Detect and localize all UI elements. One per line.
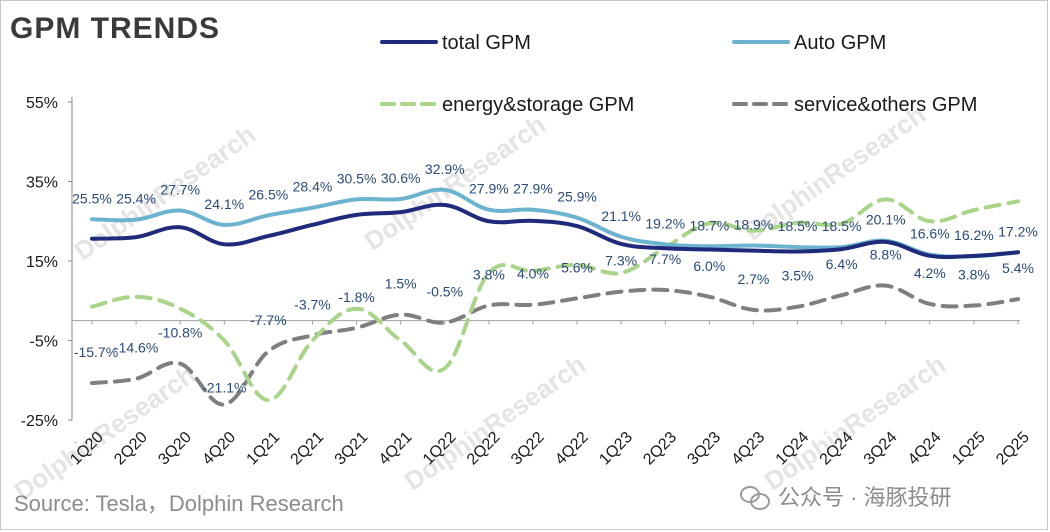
chart-title: GPM TRENDS <box>10 12 221 45</box>
data-label-service: -3.7% <box>294 296 331 312</box>
legend-label: Auto GPM <box>794 32 886 54</box>
x-tick-label: 3Q24 <box>861 429 901 469</box>
watermark-text: DolphinResearch <box>399 349 591 496</box>
y-tick-label: -25% <box>21 413 58 430</box>
data-label-service: 3.8% <box>958 267 990 283</box>
x-tick-label: 3Q23 <box>684 429 724 469</box>
data-label-auto: 25.5% <box>72 190 112 206</box>
watermark-text: DolphinResearch <box>759 349 951 496</box>
data-label-auto: 16.2% <box>954 227 994 243</box>
data-label-service: -21.1% <box>202 379 246 395</box>
data-label-service: 4.0% <box>517 266 549 282</box>
data-label-auto: 27.7% <box>160 182 200 198</box>
data-label-service: 6.4% <box>826 256 858 272</box>
wechat-watermark: 公众号 · 海豚投研 <box>740 480 952 512</box>
legend-label: service&others GPM <box>794 94 977 116</box>
data-label-auto: 21.1% <box>601 208 641 224</box>
data-label-auto: 27.9% <box>513 181 553 197</box>
data-label-service: -1.8% <box>338 289 375 305</box>
data-label-auto: 19.2% <box>645 215 685 231</box>
data-label-service: -10.8% <box>158 325 202 341</box>
series-lines <box>90 187 1020 407</box>
x-tick-label: 1Q23 <box>596 429 636 469</box>
x-tick-label: 2Q21 <box>288 429 328 469</box>
data-label-service: 6.0% <box>693 258 725 274</box>
x-tick-label: 1Q25 <box>949 429 989 469</box>
data-label-service: -14.6% <box>114 340 158 356</box>
x-tick-label: 4Q24 <box>905 429 945 469</box>
data-label-service: 5.6% <box>561 259 593 275</box>
x-tick-label: 1Q21 <box>244 429 284 469</box>
data-label-service: 5.4% <box>1002 260 1034 276</box>
x-tick-label: 2Q23 <box>640 429 680 469</box>
source-note: Source: Tesla，Dolphin Research <box>14 491 344 516</box>
x-tick-label: 4Q21 <box>376 429 416 469</box>
x-tick-label: 3Q20 <box>155 429 195 469</box>
y-tick-label: -5% <box>30 334 58 351</box>
wechat-icon <box>740 484 770 510</box>
series-line-total-gpm <box>90 202 1020 260</box>
data-label-auto: 25.9% <box>557 189 597 205</box>
series-line-energy-storage-gpm <box>90 197 1020 403</box>
data-label-auto: 16.6% <box>910 226 950 242</box>
y-tick-label: 35% <box>26 175 58 192</box>
data-label-service: 7.3% <box>605 253 637 269</box>
data-label-auto: 18.5% <box>822 218 862 234</box>
y-axis-labels: 55% 35% 15% -5% -25% <box>21 95 58 430</box>
data-label-service: -7.7% <box>250 312 287 328</box>
x-tick-label: 4Q23 <box>729 429 769 469</box>
data-label-auto: 25.4% <box>116 191 156 207</box>
data-label-service: 8.8% <box>870 247 902 263</box>
legend-label: total GPM <box>442 32 531 54</box>
y-tick-label: 15% <box>26 254 58 271</box>
data-label-service: 7.7% <box>649 251 681 267</box>
data-label-service: 2.7% <box>737 271 769 287</box>
data-label-auto: 30.5% <box>337 170 377 186</box>
legend: total GPM Auto GPM energy&storage GPM servi… <box>380 32 977 116</box>
x-tick-label: 3Q22 <box>508 429 548 469</box>
data-label-auto: 24.1% <box>204 196 244 212</box>
data-label-service: 1.5% <box>385 276 417 292</box>
data-label-service: -15.7% <box>74 344 118 360</box>
x-axis-labels: 1Q20 2Q20 3Q20 4Q20 1Q21 2Q21 3Q21 4Q21 1Q22 2Q22… <box>67 429 1033 469</box>
data-label-service: 3.5% <box>782 268 814 284</box>
data-label-service: 3.8% <box>473 267 505 283</box>
wechat-brand-text: 公众号 · 海豚投研 <box>778 485 952 510</box>
y-tick-label: 55% <box>26 95 58 112</box>
series-line-service-others-gpm <box>90 283 1020 407</box>
axes <box>68 97 1020 421</box>
x-tick-label: 3Q21 <box>332 429 372 469</box>
data-labels: 25.5% 25.4%27.7%24.1% 26.5% 28.4%30.5% 30.6%… <box>72 161 1038 396</box>
data-label-auto: 28.4% <box>293 179 333 195</box>
data-label-auto: 18.9% <box>734 216 774 232</box>
data-label-auto: 27.9% <box>469 181 509 197</box>
data-label-service: -0.5% <box>426 284 463 300</box>
x-tick-label: 4Q22 <box>552 429 592 469</box>
x-tick-label: 2Q25 <box>993 429 1033 469</box>
legend-label: energy&storage GPM <box>442 94 634 116</box>
data-label-service: 4.2% <box>914 265 946 281</box>
data-label-auto: 30.6% <box>381 170 421 186</box>
data-label-auto: 18.7% <box>689 217 729 233</box>
data-label-auto: 18.5% <box>778 218 818 234</box>
data-label-auto: 26.5% <box>249 186 289 202</box>
data-label-auto: 20.1% <box>866 212 906 228</box>
data-label-auto: 17.2% <box>998 223 1038 239</box>
data-label-auto: 32.9% <box>425 161 465 177</box>
x-tick-label: 4Q20 <box>199 429 239 469</box>
